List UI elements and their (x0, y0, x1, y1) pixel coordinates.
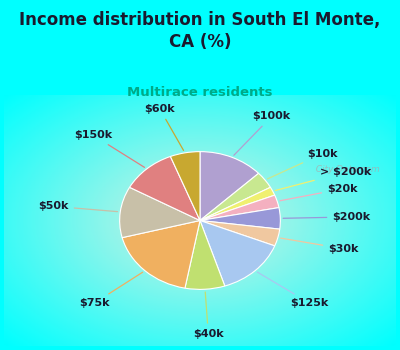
Wedge shape (200, 187, 275, 220)
Wedge shape (200, 152, 258, 220)
Text: Income distribution in South El Monte,
CA (%): Income distribution in South El Monte, C… (19, 10, 381, 51)
Text: $30k: $30k (280, 238, 358, 254)
Text: $60k: $60k (144, 104, 184, 150)
Wedge shape (122, 220, 200, 288)
Wedge shape (200, 220, 280, 246)
Text: $125k: $125k (257, 272, 329, 308)
Wedge shape (185, 220, 225, 289)
Text: $40k: $40k (193, 292, 224, 339)
Text: $50k: $50k (38, 201, 118, 212)
Text: $150k: $150k (74, 131, 144, 167)
Text: $10k: $10k (268, 149, 338, 179)
Wedge shape (130, 156, 200, 220)
Text: $75k: $75k (79, 272, 143, 308)
Wedge shape (120, 187, 200, 238)
Wedge shape (200, 208, 280, 229)
Text: $200k: $200k (283, 212, 370, 222)
Wedge shape (200, 173, 270, 220)
Wedge shape (200, 195, 279, 220)
Text: Multirace residents: Multirace residents (127, 86, 273, 99)
Wedge shape (170, 152, 200, 220)
Wedge shape (200, 220, 275, 286)
Text: $100k: $100k (234, 111, 291, 155)
Text: > $200k: > $200k (276, 167, 371, 190)
Text: $20k: $20k (280, 184, 358, 201)
Text: City-Data.com: City-Data.com (310, 165, 380, 174)
